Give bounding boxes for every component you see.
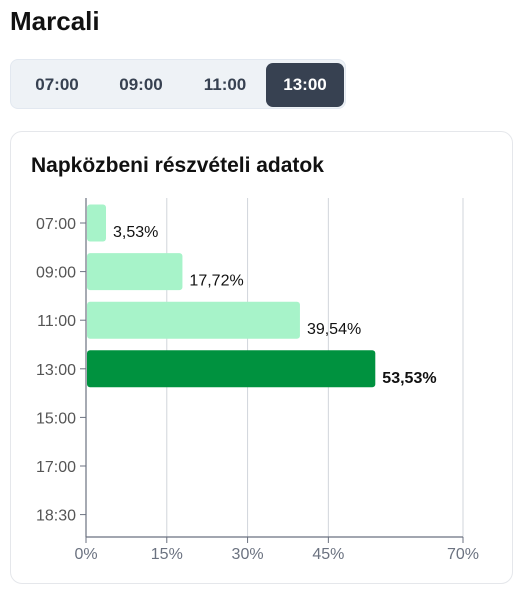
tab-0700[interactable]: 07:00 [17, 63, 97, 107]
tab-1300[interactable]: 13:00 [266, 63, 344, 107]
y-tick-label: 15:00 [36, 410, 76, 427]
time-tab-group: 07:00 09:00 11:00 13:00 [10, 59, 346, 109]
y-tick-label: 11:00 [37, 313, 76, 330]
data-label: 17,72% [189, 273, 243, 290]
bar-1100[interactable] [87, 301, 300, 339]
chart-y-axis: 07:00 09:00 11:00 13:00 15:00 17:00 18:30 [36, 198, 87, 537]
x-tick-label: 30% [232, 546, 264, 563]
y-tick-label: 09:00 [36, 265, 76, 282]
bar-0700[interactable] [87, 204, 107, 242]
page-title: Marcali [10, 6, 100, 36]
data-label: 3,53% [113, 224, 158, 241]
chart-bars: 3,53% 17,72% 39,54% 53,53% [87, 204, 437, 388]
y-tick-label: 13:00 [36, 362, 76, 379]
chart-x-axis: 0% 15% 30% 45% 70% [74, 536, 479, 563]
x-tick-label: 15% [151, 546, 183, 563]
tab-1100[interactable]: 11:00 [185, 63, 265, 107]
data-label: 39,54% [307, 321, 361, 338]
y-tick-label: 17:00 [36, 459, 76, 476]
chart-title: Napközbeni részvételi adatok [31, 154, 324, 177]
y-tick-label: 18:30 [36, 508, 76, 525]
x-tick-label: 0% [74, 546, 97, 563]
x-tick-label: 45% [312, 546, 344, 563]
participation-bar-chart: 3,53% 17,72% 39,54% 53,53% 07:00 09:00 11:00 1… [36, 198, 479, 563]
y-tick-label: 07:00 [36, 216, 76, 233]
x-tick-label: 70% [447, 546, 479, 563]
tab-0900[interactable]: 09:00 [101, 63, 181, 107]
bar-0900[interactable] [87, 253, 183, 291]
bar-1300[interactable] [87, 350, 376, 388]
participation-chart-card: Napközbeni részvételi adatok 3,53% 17,72%… [10, 131, 513, 584]
data-label: 53,53% [382, 370, 436, 387]
